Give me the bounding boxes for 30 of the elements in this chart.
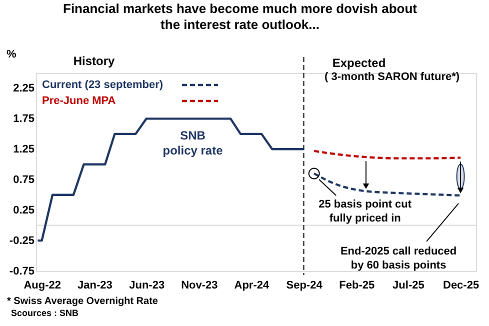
x-tick-label: Sep-24 (286, 280, 324, 292)
line-series (36, 118, 305, 242)
text: Pre-June MPA (42, 95, 116, 107)
text: * Swiss Average Overnight Rate (7, 296, 158, 307)
chart-title: Financial markets have become much more dovish about the interest rate outlook... (63, 1, 418, 32)
x-tick-label: Apr-24 (234, 280, 270, 292)
x-tick-label: Dec-25 (442, 280, 480, 292)
text: History (73, 54, 115, 68)
x-tick-label: Nov-23 (181, 280, 218, 292)
x-tick-label: Jul-25 (392, 280, 424, 292)
x-tick-label: Feb-25 (339, 280, 375, 292)
y-tick-label: -0.75 (9, 266, 34, 278)
y-tick-label: -0.25 (9, 235, 34, 248)
line-series (312, 150, 462, 160)
y-tick-label: 0.75 (13, 174, 34, 186)
annotation: End-2025 call reduced by 60 basis points (340, 245, 457, 272)
x-tick-label: Jan-23 (78, 280, 112, 292)
y-axis-title: % (6, 48, 16, 60)
annotation: 25 basis point cut fully priced in (318, 198, 412, 225)
text: Expected (332, 56, 386, 70)
x-tick-label: Aug-22 (24, 280, 61, 292)
annotation: ( 3-month SARON future*) (324, 71, 460, 83)
series-label: SNB policy rate (162, 128, 224, 158)
y-tick-label: 0.25 (13, 204, 34, 217)
legend-label: Current (23 september) (42, 79, 164, 91)
x-tick-label: Jun-23 (129, 280, 165, 292)
y-tick-label: 1.25 (13, 144, 34, 156)
y-tick-label: 2.25 (13, 82, 34, 95)
y-tick-label: 1.75 (13, 113, 34, 126)
text: Scources : SNB (11, 308, 80, 318)
